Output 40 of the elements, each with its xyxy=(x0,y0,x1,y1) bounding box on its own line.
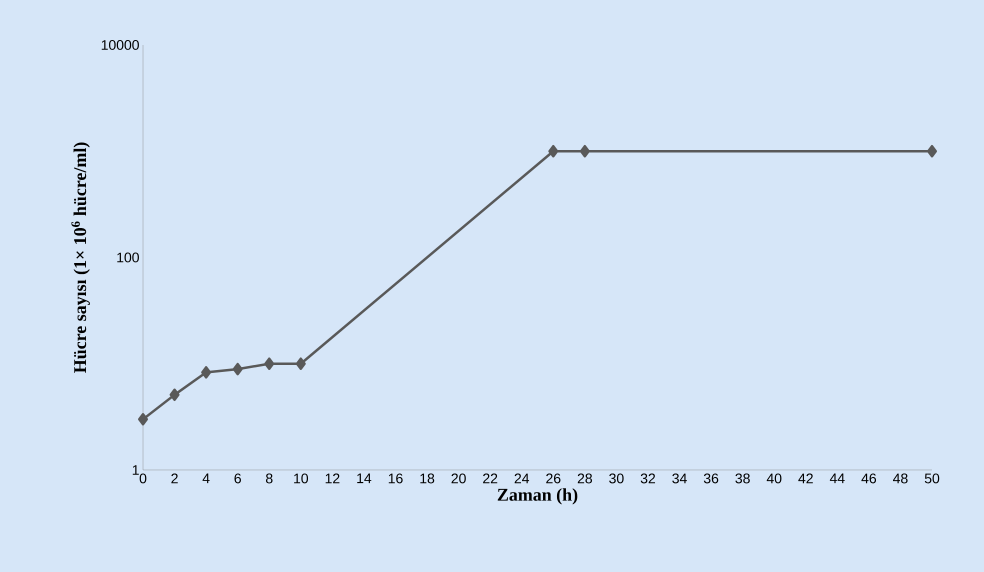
x-tick-label: 42 xyxy=(798,473,813,484)
x-tick-label: 10 xyxy=(294,473,308,484)
x-tick-label: 38 xyxy=(735,473,750,484)
point xyxy=(170,388,180,402)
x-tick-label: 12 xyxy=(326,473,340,484)
x-tick-label: 0 xyxy=(140,473,146,484)
x-tick-label: 4 xyxy=(202,474,210,484)
x-tick-label: 40 xyxy=(766,473,782,484)
y-tick-label: 1 xyxy=(132,465,139,475)
x-tick-label: 16 xyxy=(388,473,403,484)
point xyxy=(548,144,558,158)
x-tick-label: 46 xyxy=(861,473,876,484)
x-tick-label: 6 xyxy=(234,473,241,484)
point xyxy=(201,366,212,379)
x-tick-label: 48 xyxy=(893,473,908,484)
y-axis-title: Hücre sayısı (1× 10$^{6}$ hücre/ml) xyxy=(71,142,90,373)
x-tick-label: 32 xyxy=(640,473,656,484)
y-tick-label: 100 xyxy=(117,252,139,262)
x-axis-title: Zaman (h) xyxy=(498,488,578,504)
x-tick-label: 14 xyxy=(357,474,372,484)
x-tick-label: 50 xyxy=(924,473,940,484)
x-tick-label: 44 xyxy=(830,474,845,484)
x-tick-label: 36 xyxy=(704,473,718,484)
x-tick-label: 26 xyxy=(546,473,560,484)
x-tick-label: 28 xyxy=(578,473,592,484)
x-tick-label: 34 xyxy=(672,473,687,484)
x-tick-label: 24 xyxy=(514,473,530,484)
x-tick-label: 18 xyxy=(420,473,434,484)
x-tick-label: 2 xyxy=(171,473,178,484)
x-tick-label: 22 xyxy=(483,473,498,484)
point xyxy=(138,413,148,426)
y-tick-label: 10000 xyxy=(102,40,139,50)
point xyxy=(296,357,306,370)
x-tick-label: 20 xyxy=(452,473,466,484)
point xyxy=(580,144,590,158)
point xyxy=(232,362,243,376)
x-tick-label: 30 xyxy=(609,473,624,484)
point xyxy=(927,144,938,158)
x-tick-label: 8 xyxy=(266,473,273,484)
point xyxy=(264,357,274,370)
